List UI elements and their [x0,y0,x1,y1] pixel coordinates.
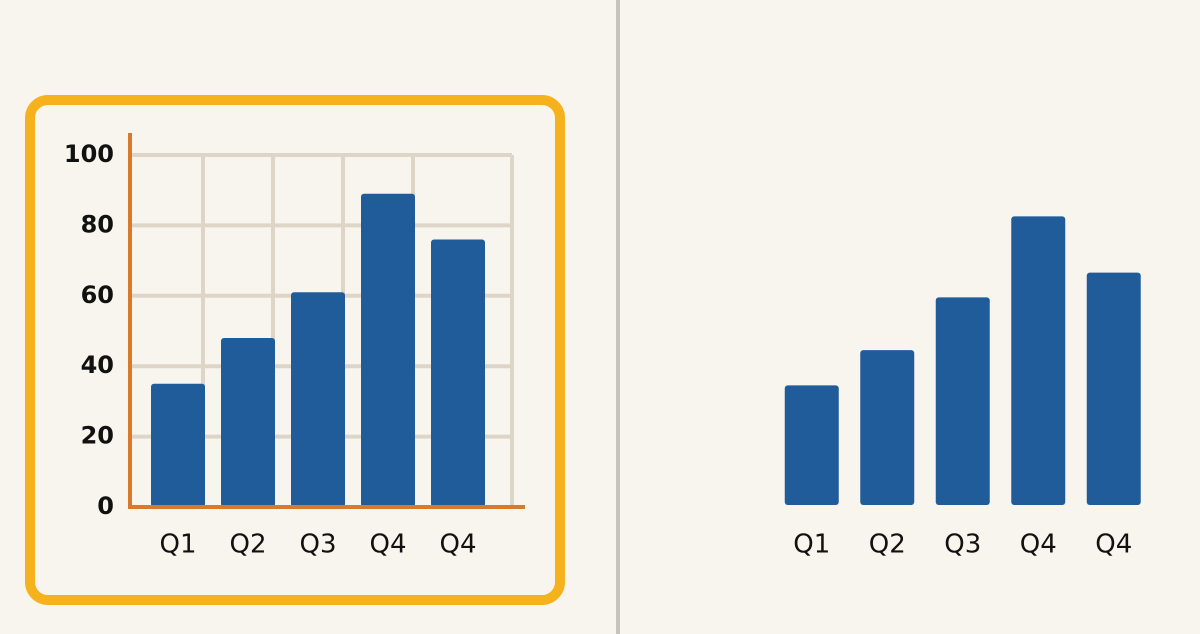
x-tick-label: Q4 [1020,530,1057,560]
bar [291,292,345,507]
x-tick-label: Q3 [299,530,336,560]
bar [431,239,485,508]
x-tick-label: Q4 [369,530,406,560]
x-tick-label: Q4 [1095,530,1132,560]
y-tick-label: 60 [81,281,114,309]
x-tick-label: Q2 [869,530,906,560]
x-tick-label: Q2 [229,530,266,560]
x-tick-label: Q4 [439,530,476,560]
y-tick-label: 80 [81,210,114,238]
selection-frame[interactable] [25,95,565,605]
bar [935,297,990,505]
x-tick-label: Q1 [793,530,830,560]
bar [361,193,415,507]
bar [1086,272,1141,505]
x-tick-label: Q3 [944,530,981,560]
bar [151,383,205,507]
bar [860,350,915,505]
x-tick-label: Q1 [159,530,196,560]
bar [784,385,839,505]
y-tick-label: 40 [81,351,114,379]
y-tick-label: 0 [97,492,114,520]
bar [1011,216,1066,506]
bar [221,338,275,507]
y-tick-label: 100 [64,140,114,168]
y-tick-label: 20 [81,422,114,450]
